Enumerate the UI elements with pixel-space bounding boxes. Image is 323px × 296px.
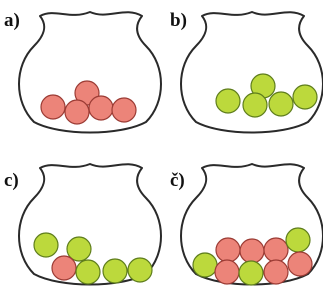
ball <box>264 260 288 284</box>
ball <box>112 98 136 122</box>
bag-c: c) <box>4 164 161 285</box>
ball <box>103 259 127 283</box>
ball <box>264 238 288 262</box>
bag-label: b) <box>170 10 187 31</box>
illustration: a) b) c) č) <box>0 0 323 296</box>
ball <box>128 258 152 282</box>
ball <box>239 261 263 285</box>
ball <box>240 239 264 263</box>
bag-outline <box>19 12 161 133</box>
ball <box>76 260 100 284</box>
ball <box>41 95 65 119</box>
ball <box>52 256 76 280</box>
ball <box>216 238 240 262</box>
ball <box>89 96 113 120</box>
ball <box>34 233 58 257</box>
ball <box>243 93 267 117</box>
ball <box>216 89 240 113</box>
bag-b: b) <box>170 10 323 133</box>
ball <box>269 92 293 116</box>
ball <box>286 228 310 252</box>
bag-a: a) <box>4 10 161 133</box>
bag-label: a) <box>4 10 20 31</box>
ball <box>288 252 312 276</box>
bag-label: č) <box>170 170 185 191</box>
bag-c-caron: č) <box>170 164 323 285</box>
ball <box>193 253 217 277</box>
ball <box>215 260 239 284</box>
ball <box>65 100 89 124</box>
ball <box>293 85 317 109</box>
bag-label: c) <box>4 170 19 191</box>
